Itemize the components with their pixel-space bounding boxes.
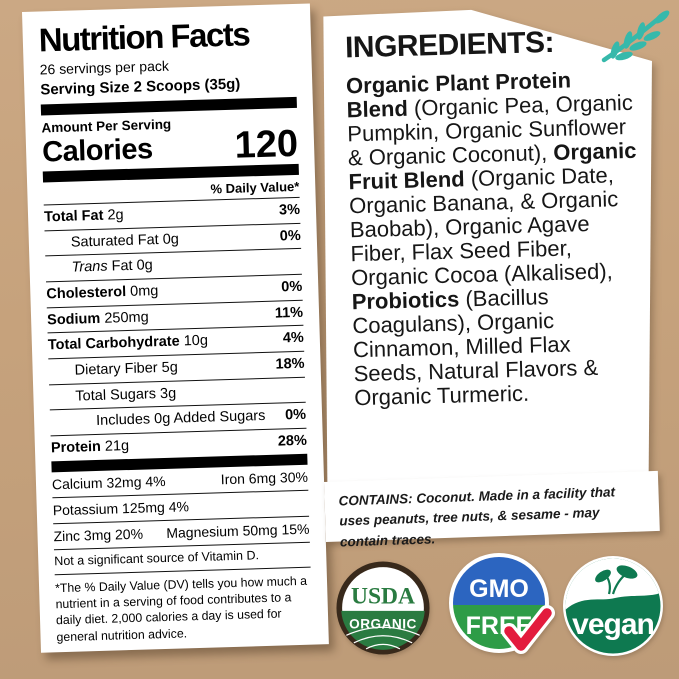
nutrient-daily-value: 0%	[279, 227, 301, 245]
nutrient-label: Total Sugars 3g	[75, 385, 177, 405]
nutrition-facts-title: Nutrition Facts	[38, 15, 250, 59]
calories-value: 120	[234, 122, 299, 167]
nutrient-label: Total Fat 2g	[43, 207, 124, 226]
nutrient-daily-value: 0%	[281, 278, 303, 296]
nutrient-daily-value: 4%	[282, 330, 305, 347]
allergen-contains-box: CONTAINS: Coconut. Made in a facility th…	[324, 470, 660, 549]
mineral-left: Zinc 3mg 20%	[53, 525, 144, 545]
usda-organic-badge: USDA ORGANIC	[336, 561, 430, 655]
vegan-badge: vegan	[563, 556, 663, 656]
leaf-branch-icon	[601, 10, 670, 63]
nutrient-label: Saturated Fat 0g	[70, 231, 180, 251]
gmo-free-badge: GMO FREE	[449, 553, 555, 654]
sprout-leaves-icon	[595, 565, 638, 595]
daily-value-footnote: *The % Daily Value (DV) tells you how mu…	[54, 566, 313, 646]
nutrient-label: Total Carbohydrate 10g	[47, 332, 209, 354]
nutrient-label: Protein 21g	[50, 438, 130, 457]
nutrient-label: Includes 0g Added Sugars	[95, 408, 266, 430]
vegan-text: vegan	[572, 608, 654, 641]
serving-size: Serving Size 2 Scoops (35g)	[40, 75, 241, 99]
mineral-left: Potassium 125mg 4%	[52, 498, 190, 519]
usda-badge-lower-half	[341, 610, 425, 650]
nutrition-rows: Total Fat 2g 3% Saturated Fat 0g 0% Trans Fa…	[43, 196, 308, 461]
ingredients-panel: INGREDIENTS: Organic Plant Protein Blend…	[320, 6, 656, 484]
allergen-contains-text: CONTAINS: Coconut. Made in a facility th…	[338, 484, 616, 549]
nutrient-daily-value: 0%	[284, 407, 307, 424]
usda-text: USDA	[351, 583, 415, 609]
usda-organic-text: ORGANIC	[349, 617, 417, 632]
nutrient-label: Cholesterol 0mg	[46, 283, 159, 303]
ingredients-text: Organic Plant Protein Blend (Organic Pea…	[345, 67, 637, 410]
nutrient-daily-value: 18%	[275, 355, 305, 373]
red-checkmark-icon	[501, 605, 555, 654]
mineral-right: Magnesium 50mg 15%	[166, 520, 310, 542]
usda-field-lines-icon	[346, 626, 420, 650]
mineral-left: Calcium 32mg 4%	[51, 473, 166, 493]
mineral-rows: Calcium 32mg 4% Iron 6mg 30% Potassium 125…	[51, 464, 310, 550]
calories-label: Calories	[41, 133, 154, 169]
nutrient-daily-value: 11%	[274, 304, 304, 322]
vegan-badge-hill	[565, 558, 661, 612]
gmo-text: GMO	[469, 575, 529, 603]
nutrient-daily-value: 28%	[277, 432, 308, 450]
nutrient-label: Sodium 250mg	[46, 309, 149, 329]
nutrient-label: Trans Fat 0g	[71, 257, 153, 276]
nutrient-daily-value: 3%	[278, 201, 301, 219]
nutrient-label: Dietary Fiber 5g	[74, 359, 179, 379]
divider-bar	[40, 96, 297, 116]
nutrition-facts-panel: Nutrition Facts 26 servings per pack Ser…	[22, 3, 329, 653]
mineral-right: Iron 6mg 30%	[220, 468, 309, 488]
